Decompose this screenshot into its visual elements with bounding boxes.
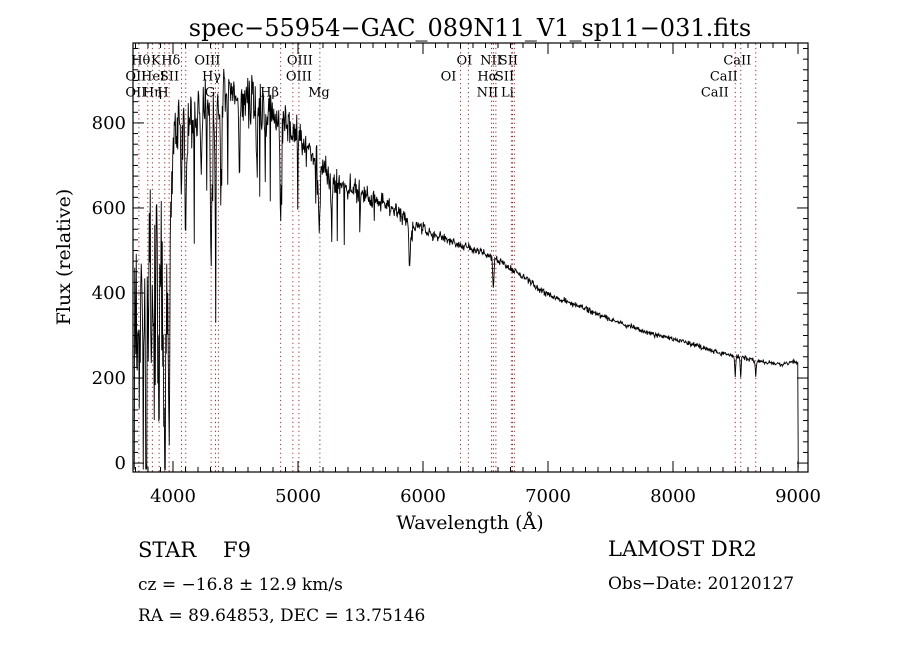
x-axis-title: Wavelength (Å) xyxy=(396,512,543,534)
x-tick-label: 9000 xyxy=(775,486,821,507)
survey-label: LAMOST DR2 xyxy=(608,537,757,561)
x-tick-label: 7000 xyxy=(525,486,571,507)
spectral-line-label: Hδ xyxy=(161,54,180,69)
x-tick-label: 8000 xyxy=(650,486,696,507)
spectral-line-label: OIII xyxy=(286,70,312,85)
cz-value-label: cz = −16.8 ± 12.9 km/s xyxy=(138,575,343,595)
y-tick-label: 600 xyxy=(92,198,126,219)
ra-dec-label: RA = 89.64853, DEC = 13.75146 xyxy=(138,606,425,626)
y-tick-label: 0 xyxy=(115,453,126,474)
spectral-line-label: OIII xyxy=(287,54,313,69)
x-tick-label: 5000 xyxy=(275,486,321,507)
spectral-line-label: SII xyxy=(495,70,514,85)
figure-title: spec−55954−GAC_089N11_V1_sp11−031.fits xyxy=(189,14,751,42)
spectral-line-label: Hβ xyxy=(260,86,279,101)
spectral-line-label: NII xyxy=(480,54,502,69)
spectral-line-label: SII xyxy=(499,54,518,69)
spectral-line-label: SII xyxy=(160,70,179,85)
spectral-line-label: CaII xyxy=(710,70,738,85)
spectral-line-label: Hγ xyxy=(202,70,221,85)
y-axis-title: Flux (relative) xyxy=(53,189,75,326)
object-subclass-label: F9 xyxy=(223,538,251,562)
object-type-label: STAR xyxy=(138,538,197,562)
spectral-line-label: Mg xyxy=(308,86,330,101)
spectral-line-label: K xyxy=(151,54,161,69)
spectral-line-label: Hθ xyxy=(131,54,150,69)
spectral-line-label: OIII xyxy=(194,54,220,69)
plot-border xyxy=(132,42,809,473)
x-tick-label: 6000 xyxy=(400,486,446,507)
obs-date-label: Obs−Date: 20120127 xyxy=(608,574,794,594)
spectral-line-label: OI xyxy=(441,70,457,85)
spectral-line-label: OI xyxy=(457,54,473,69)
spectrum-path xyxy=(133,68,799,470)
y-tick-label: 800 xyxy=(92,113,126,134)
y-tick-label: 200 xyxy=(92,368,126,389)
spectral-line-label: CaII xyxy=(701,86,729,101)
spectral-line-label: H xyxy=(157,86,168,101)
spectral-line-label: CaII xyxy=(723,54,751,69)
spectral-line-label: HeI xyxy=(141,70,165,85)
spectral-line-label: G xyxy=(205,86,215,101)
y-tick-label: 400 xyxy=(92,283,126,304)
spectral-line-label: OII xyxy=(125,70,146,85)
spectral-line-label: Li xyxy=(501,86,514,101)
plot-generated-content: 4000 5000 6000 7000 8000 9000 0 200 400 600 800 Hθ K… xyxy=(92,42,821,507)
spectral-line-label: NII xyxy=(477,86,499,101)
spectral-line-label: Hα xyxy=(477,70,497,85)
spectral-line-label: Hη xyxy=(143,86,162,101)
x-tick-label: 4000 xyxy=(150,486,196,507)
spectral-line-label: OII xyxy=(125,86,146,101)
